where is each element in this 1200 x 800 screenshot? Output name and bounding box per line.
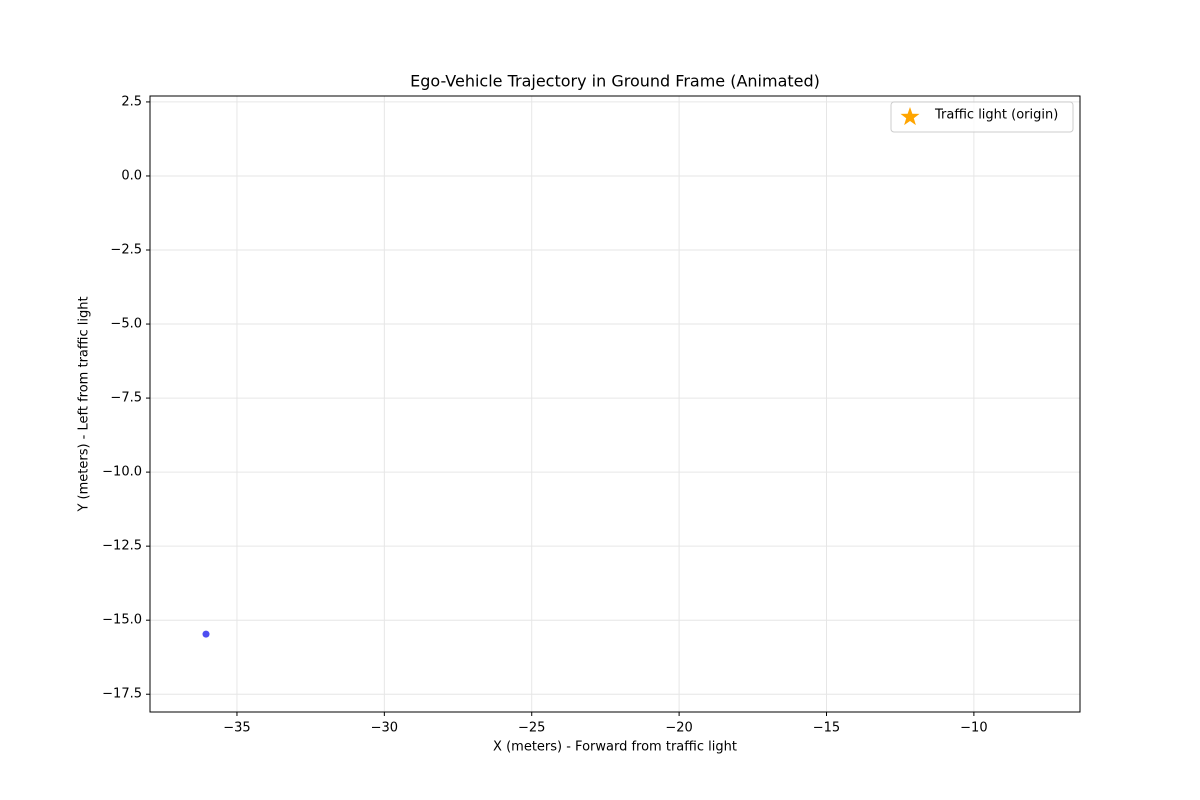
x-axis-label: X (meters) - Forward from traffic light: [493, 740, 737, 755]
y-tick-label: −15.0: [102, 613, 142, 628]
y-tick-label: −7.5: [110, 391, 142, 406]
x-tick-label: −35: [223, 721, 250, 736]
chart-title: Ego-Vehicle Trajectory in Ground Frame (…: [410, 72, 820, 91]
y-tick-label: −2.5: [110, 243, 142, 258]
y-axis-label: Y (meters) - Left from traffic light: [77, 296, 92, 512]
y-tick-label: 0.0: [121, 168, 142, 183]
x-tick-label: −10: [960, 721, 987, 736]
y-tick-label: −17.5: [102, 687, 142, 702]
point: [202, 630, 210, 638]
y-tick-label: 2.5: [121, 94, 142, 109]
x-tick-label: −20: [665, 721, 692, 736]
legend-marker: [900, 107, 920, 126]
ticks: −35 −30 −25 −20 −15 −10 2.5 0.0 −2.5 −5.0 −7.5 −10.…: [102, 94, 987, 735]
y-tick-label: −5.0: [110, 317, 142, 332]
plot-area: [202, 630, 210, 638]
x-tick-label: −30: [371, 721, 398, 736]
y-tick-label: −12.5: [102, 539, 142, 554]
x-tick-label: −15: [813, 721, 840, 736]
legend-box: [890, 101, 1074, 133]
y-tick-label: −10.0: [102, 465, 142, 480]
axes-frame: [149, 95, 1081, 713]
grid: [150, 96, 1080, 712]
legend-label: Traffic light (origin): [934, 108, 1058, 123]
x-tick-label: −25: [518, 721, 545, 736]
legend: Traffic light (origin): [890, 101, 1074, 133]
